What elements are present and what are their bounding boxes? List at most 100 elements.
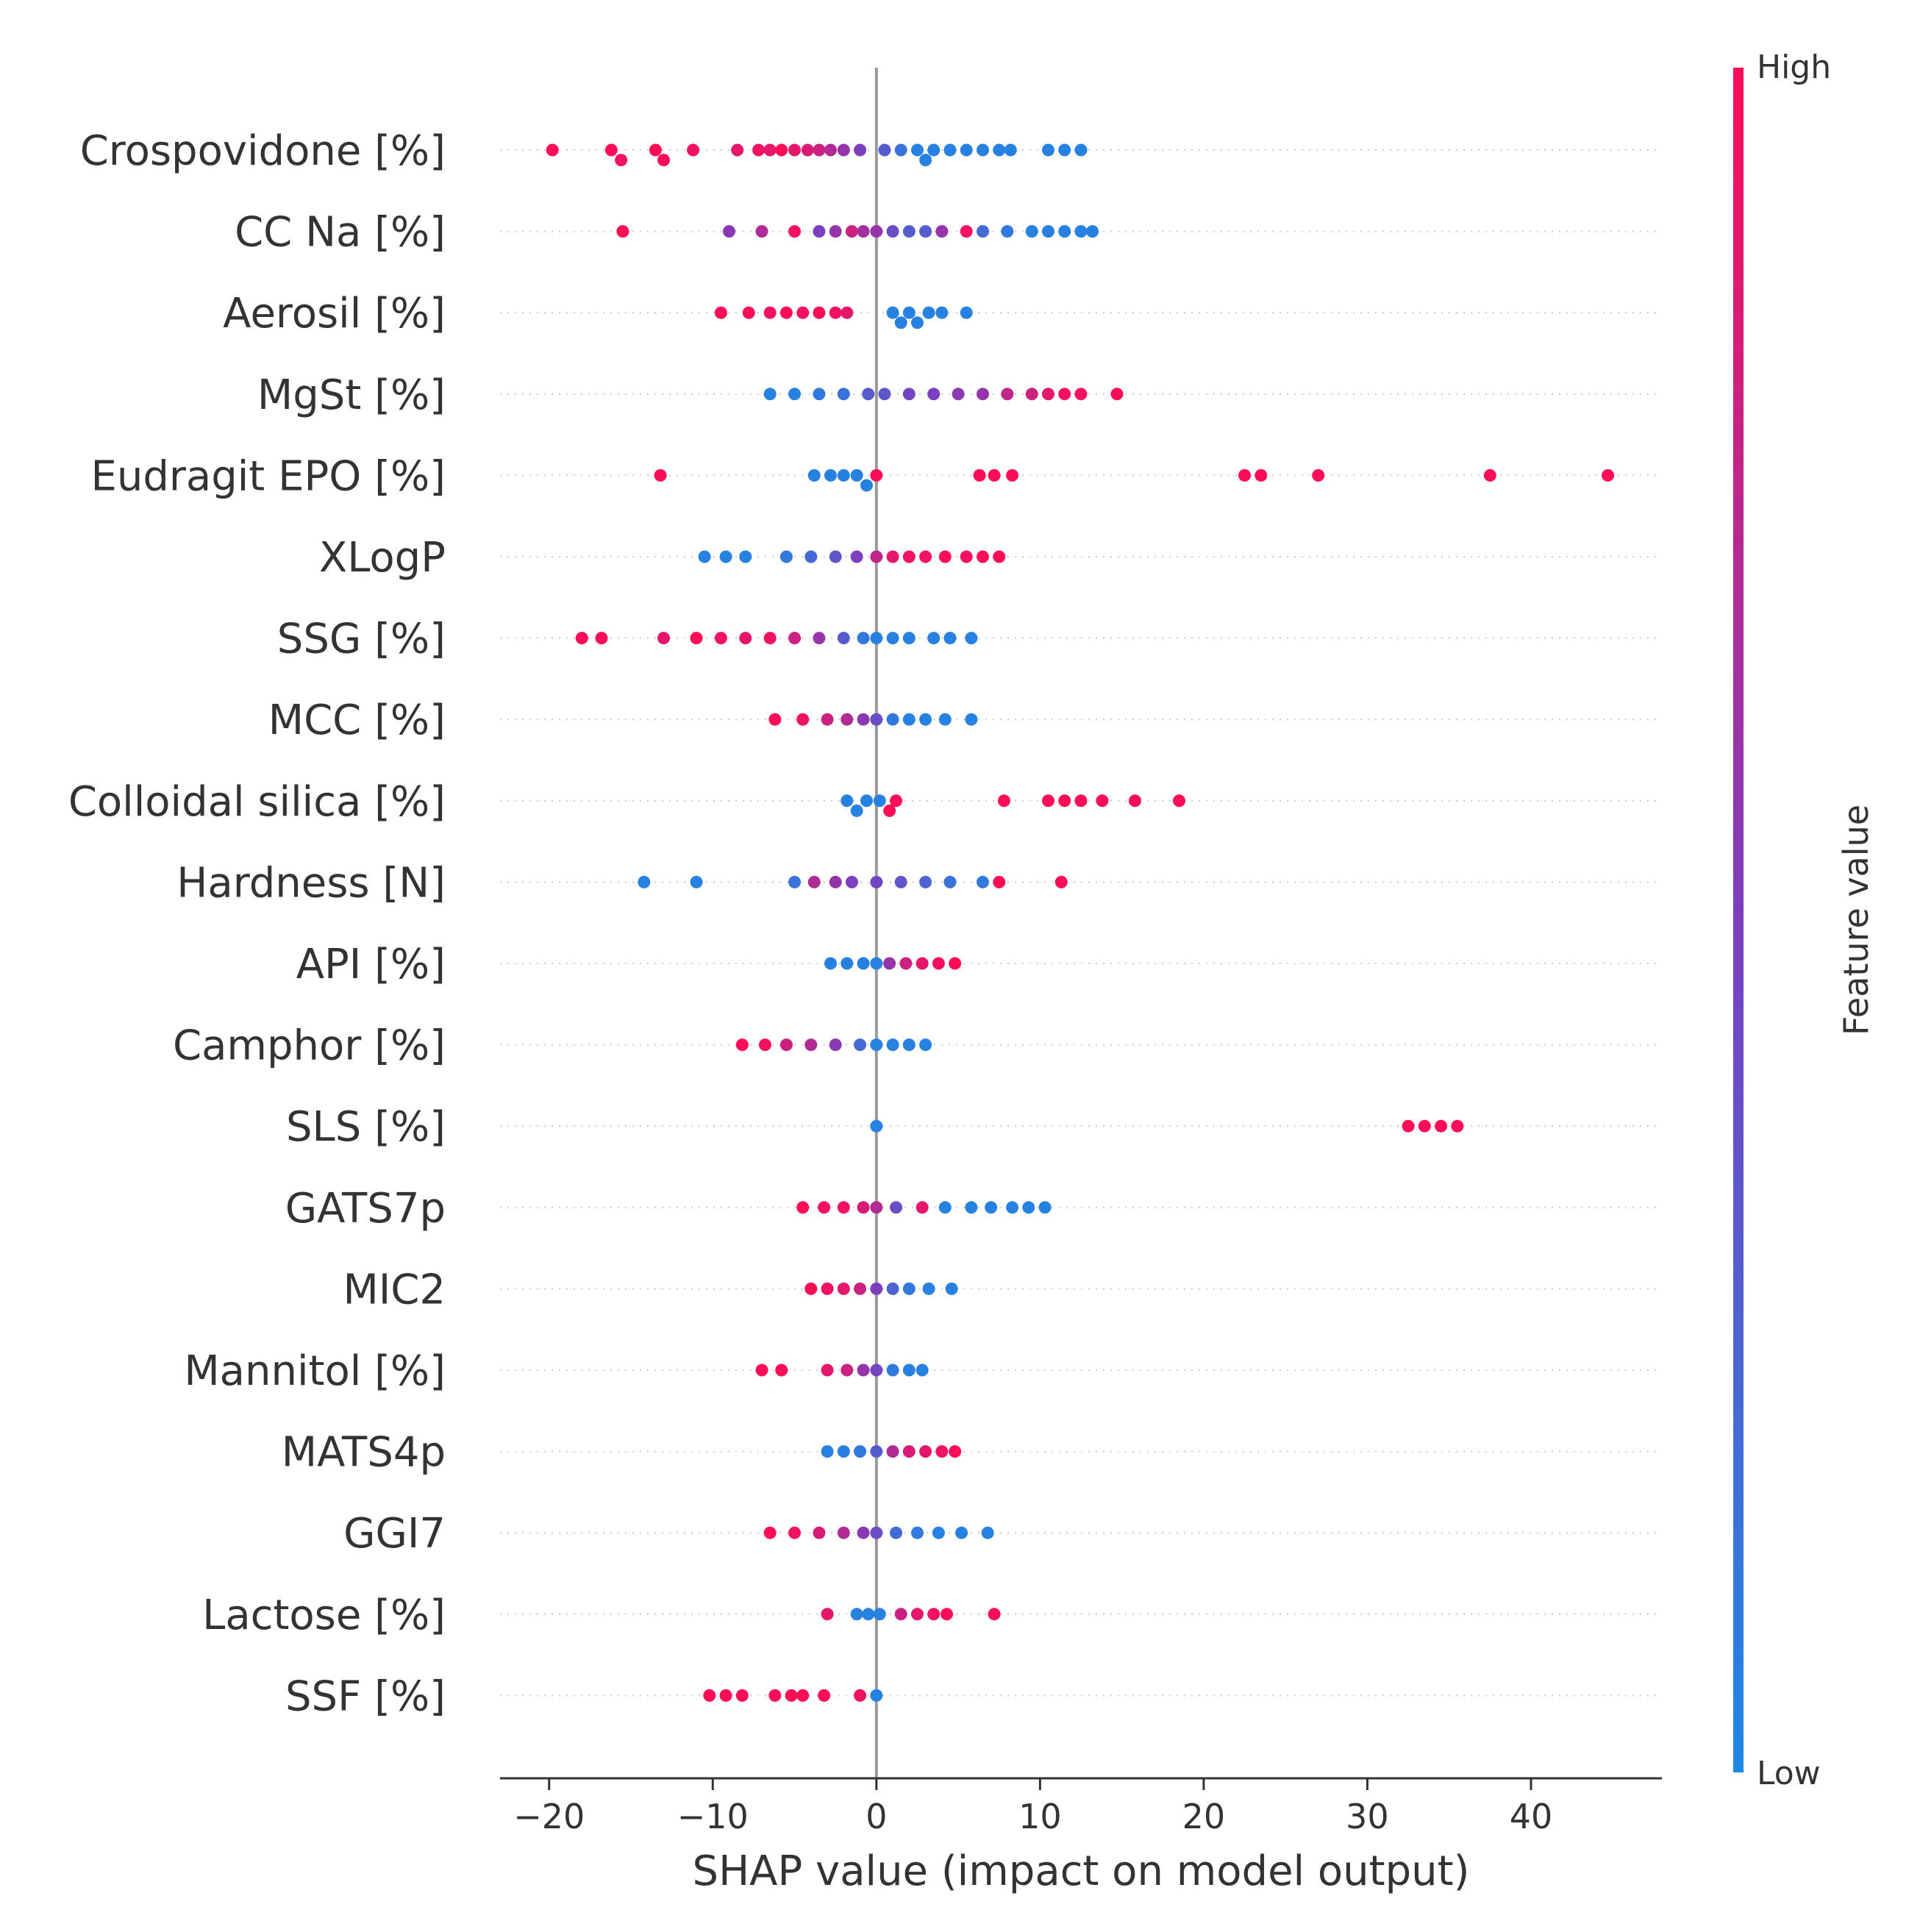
shap-point (654, 468, 667, 482)
shap-point (873, 1608, 886, 1621)
shap-point (988, 468, 1001, 482)
shap-point (993, 875, 1006, 888)
shap-point (1128, 794, 1141, 808)
shap-point (837, 468, 850, 482)
feature-label: MATS4p (282, 1429, 446, 1477)
shap-point (976, 143, 989, 157)
shap-point (731, 143, 744, 157)
feature-label: Eudragit EPO [%] (90, 452, 446, 500)
shap-point (973, 468, 986, 482)
shap-point (1074, 794, 1088, 808)
shap-point (595, 632, 608, 645)
x-tick-label: 20 (1182, 1797, 1226, 1836)
shap-point (938, 713, 952, 726)
shap-point (837, 1201, 850, 1214)
shap-point (775, 143, 788, 157)
shap-point (752, 143, 765, 157)
shap-point (1006, 1201, 1019, 1214)
shap-point (870, 1526, 883, 1539)
shap-point (813, 306, 826, 319)
shap-point (1451, 1119, 1464, 1133)
shap-point (690, 875, 703, 888)
shap-point (886, 225, 899, 238)
shap-point (804, 1282, 818, 1295)
shap-point (857, 632, 870, 645)
shap-point (955, 1526, 968, 1539)
shap-point (796, 713, 810, 726)
shap-point (1110, 388, 1124, 401)
shap-point (837, 1282, 850, 1295)
shap-point (829, 306, 842, 319)
shap-point (960, 550, 973, 563)
shap-point (775, 1364, 788, 1377)
shap-point (960, 225, 973, 238)
shap-point (1058, 388, 1071, 401)
shap-point (857, 225, 870, 238)
shap-point (935, 1445, 949, 1458)
shap-point (862, 388, 875, 401)
shap-point (886, 1364, 899, 1377)
shap-point (890, 1526, 903, 1539)
shap-point (890, 1201, 903, 1214)
x-tick-label: −20 (513, 1797, 585, 1836)
shap-point (919, 225, 932, 238)
shap-point (886, 306, 899, 319)
shap-point (735, 1038, 749, 1052)
shap-point (788, 632, 802, 645)
shap-point (841, 1364, 854, 1377)
shap-point (1025, 388, 1038, 401)
shap-point (807, 468, 821, 482)
shap-point (886, 1282, 899, 1295)
shap-point (870, 468, 883, 482)
shap-point (818, 1201, 831, 1214)
shap-point (1418, 1119, 1431, 1133)
shap-point (821, 1608, 834, 1621)
x-tick-label: 0 (866, 1797, 887, 1836)
shap-point (1022, 1201, 1035, 1214)
shap-point (1255, 468, 1268, 482)
shap-point (821, 1282, 834, 1295)
shap-point (943, 143, 957, 157)
shap-point (841, 957, 854, 970)
shap-point (788, 143, 802, 157)
shap-point (1435, 1119, 1448, 1133)
shap-point (883, 804, 896, 817)
feature-label: Colloidal silica [%] (68, 778, 446, 826)
shap-point (768, 713, 782, 726)
shap-point (719, 550, 732, 563)
shap-point (788, 1526, 802, 1539)
shap-point (878, 143, 891, 157)
shap-point (935, 225, 949, 238)
shap-point (927, 632, 941, 645)
feature-label: Camphor [%] (173, 1022, 446, 1070)
shap-point (916, 1201, 929, 1214)
shap-point (919, 550, 932, 563)
shap-point (813, 388, 826, 401)
shap-point (988, 1608, 1001, 1621)
shap-point (943, 875, 957, 888)
points-layer (546, 143, 1615, 1702)
shap-point (854, 143, 867, 157)
shap-point (763, 388, 777, 401)
shap-point (742, 306, 755, 319)
shap-point (860, 794, 873, 808)
shap-point (788, 875, 802, 888)
shap-point (857, 1201, 870, 1214)
colorbar (1733, 68, 1744, 1772)
feature-labels: Crospovidone [%] CC Na [%] Aerosil [%] MgSt… (68, 127, 446, 1720)
shap-point (1058, 143, 1071, 157)
shap-point (824, 957, 838, 970)
shap-point (821, 1364, 834, 1377)
shap-point (899, 957, 913, 970)
shap-point (845, 225, 858, 238)
feature-row-guides (500, 149, 1662, 1697)
shap-point (796, 1689, 810, 1702)
feature-label: Mannitol [%] (184, 1347, 446, 1395)
shap-point (870, 1445, 883, 1458)
shap-point (779, 550, 793, 563)
shap-point (1173, 794, 1186, 808)
shap-point (1054, 875, 1068, 888)
feature-label: SSG [%] (277, 616, 446, 663)
shap-point (1001, 388, 1014, 401)
shap-point (768, 1689, 782, 1702)
